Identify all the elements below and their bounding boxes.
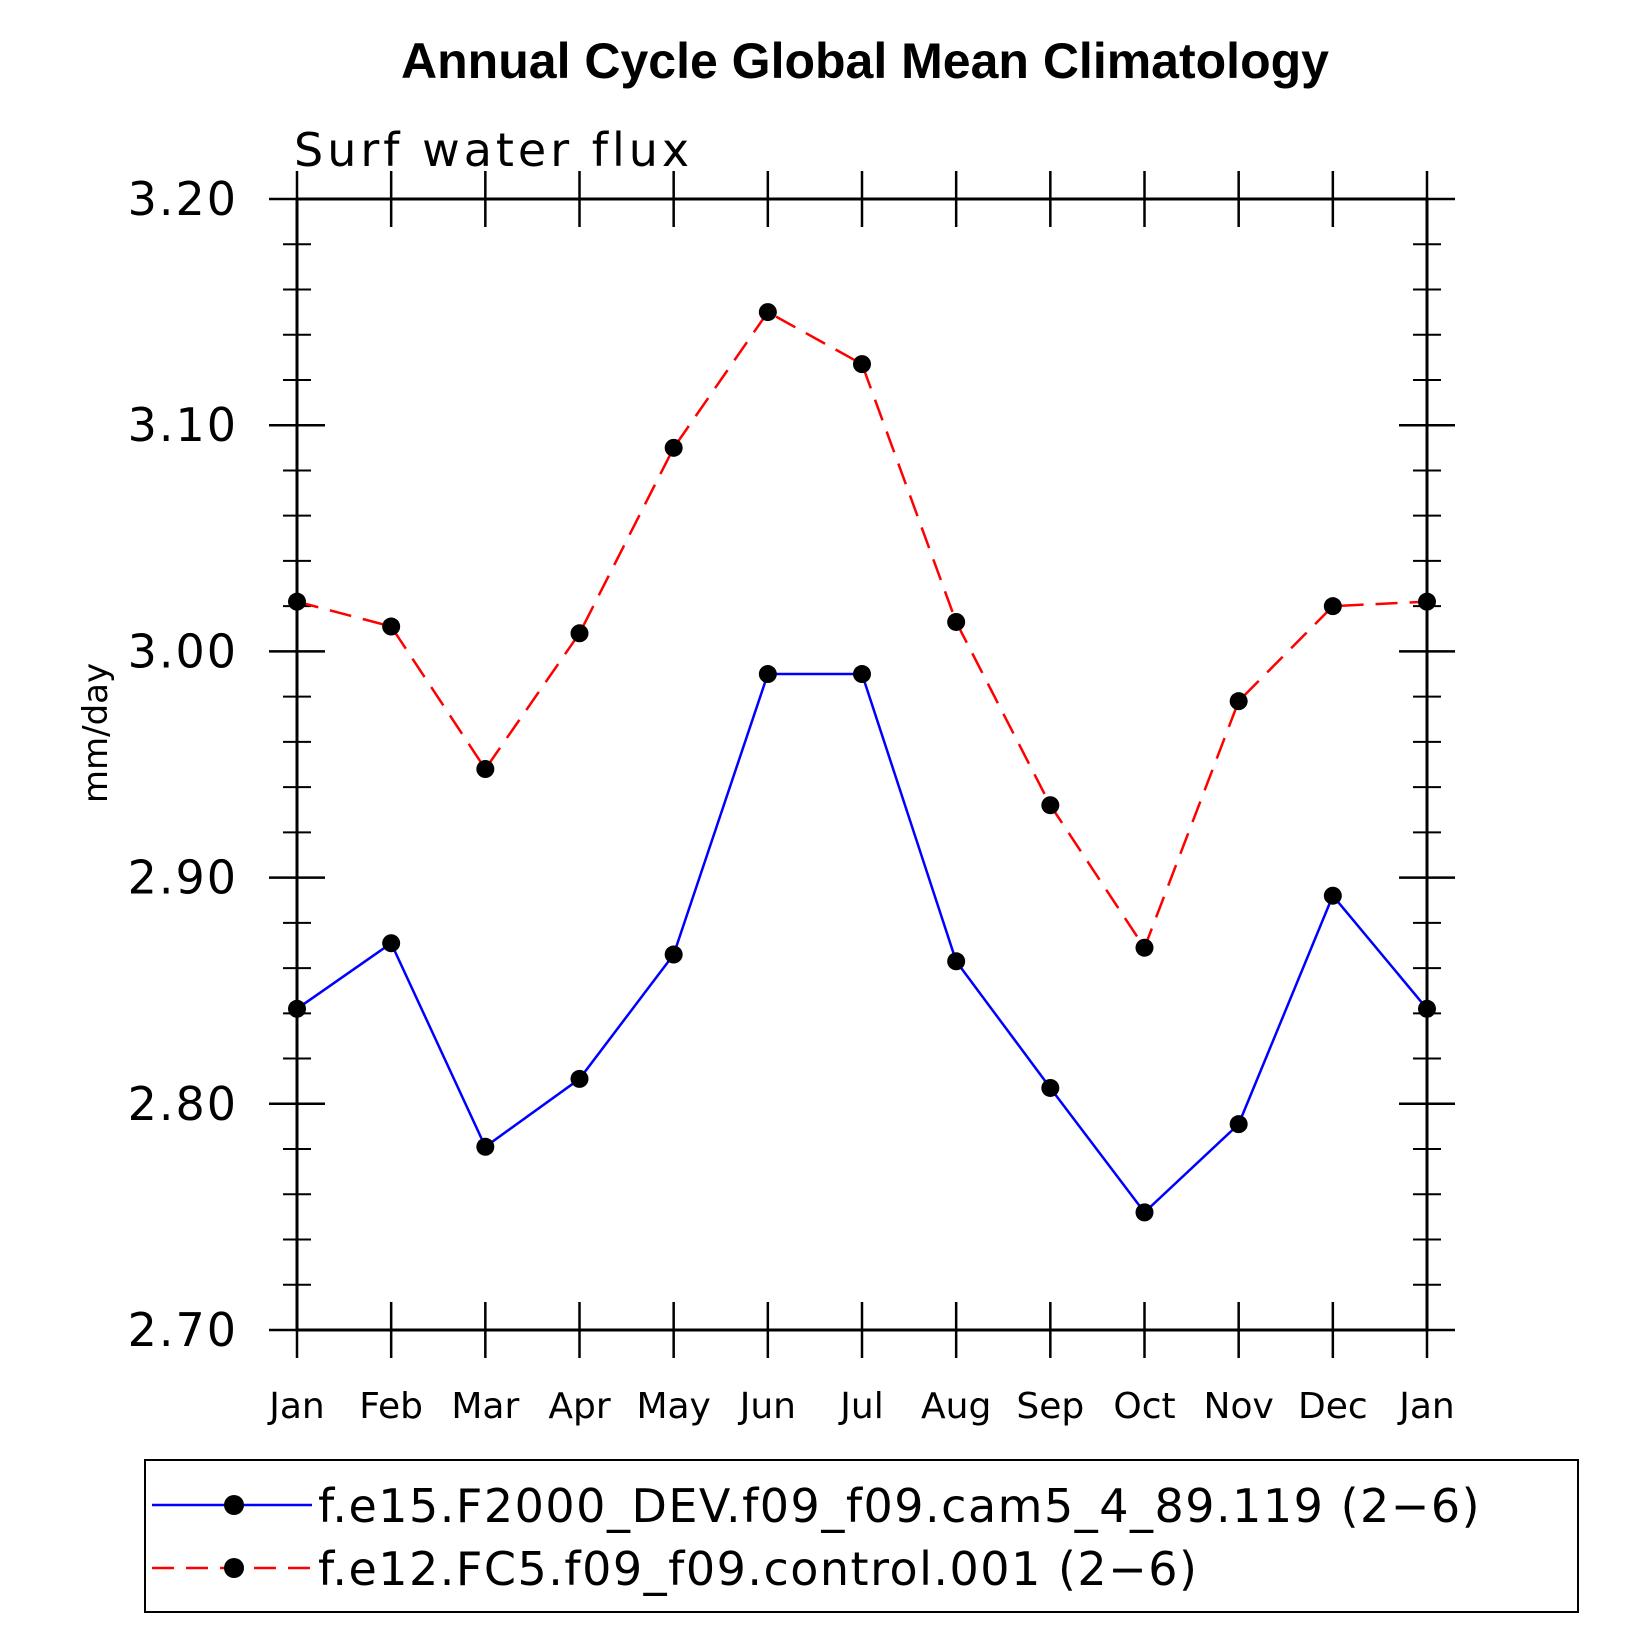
y-tick-label: 2.70 bbox=[128, 1303, 238, 1357]
data-point bbox=[382, 617, 401, 636]
y-tick-label: 2.90 bbox=[128, 851, 238, 905]
x-tick-label: May bbox=[636, 1386, 710, 1427]
data-point bbox=[853, 665, 871, 684]
x-tick-label: Jun bbox=[738, 1386, 796, 1427]
legend-marker-1 bbox=[224, 1495, 244, 1515]
data-point bbox=[1041, 796, 1060, 815]
legend-label-1: f.e15.F2000_DEV.f09_f09.cam5_4_89.119 (2… bbox=[318, 1479, 1481, 1533]
data-point bbox=[947, 612, 966, 631]
y-axis-label: mm/day bbox=[76, 663, 116, 803]
data-point bbox=[1135, 938, 1154, 957]
data-point bbox=[1323, 597, 1342, 616]
legend-marker-2 bbox=[224, 1558, 244, 1578]
x-tick-label: Sep bbox=[1016, 1386, 1084, 1427]
series-line-1 bbox=[296, 672, 1428, 1215]
chart-title: Annual Cycle Global Mean Climatology bbox=[401, 33, 1329, 89]
data-point bbox=[1229, 692, 1248, 711]
x-tick-labels: Jan Feb Mar Apr May Jun Jul Aug Sep Oct Nov Dec Jan bbox=[267, 1386, 1455, 1427]
data-point bbox=[476, 760, 495, 779]
data-point bbox=[758, 665, 777, 684]
data-point bbox=[947, 952, 966, 971]
data-point bbox=[382, 934, 401, 953]
x-tick-label: Jul bbox=[838, 1386, 883, 1427]
y-tick-label: 2.80 bbox=[128, 1077, 238, 1131]
x-tick-label: Feb bbox=[359, 1386, 423, 1427]
data-point bbox=[1323, 886, 1342, 905]
plot-frame bbox=[295, 197, 1429, 1332]
data-point bbox=[853, 355, 871, 374]
series-layer bbox=[288, 303, 1436, 1222]
x-tick-label: Mar bbox=[451, 1386, 519, 1427]
data-point bbox=[570, 1069, 589, 1088]
data-point bbox=[1041, 1078, 1060, 1097]
x-tick-label: Jan bbox=[1397, 1386, 1455, 1427]
data-point bbox=[664, 945, 683, 964]
y-tick-label: 3.00 bbox=[128, 624, 238, 678]
x-tick-label: Nov bbox=[1204, 1386, 1274, 1427]
legend-box bbox=[144, 1459, 1579, 1613]
x-tick-label: Apr bbox=[548, 1386, 610, 1427]
legend: f.e15.F2000_DEV.f09_f09.cam5_4_89.119 (2… bbox=[144, 1459, 1579, 1613]
data-point bbox=[664, 438, 683, 457]
x-tick-label: Jan bbox=[267, 1386, 325, 1427]
series-line-2 bbox=[296, 310, 1428, 951]
data-point bbox=[1135, 1203, 1154, 1222]
data-point bbox=[570, 624, 589, 643]
y-tick-label: 3.10 bbox=[128, 398, 238, 452]
y-tick-labels: 3.20 3.10 3.00 2.90 2.80 2.70 bbox=[128, 172, 238, 1357]
chart-subtitle: Surf water flux bbox=[294, 123, 693, 177]
y-tick-label: 3.20 bbox=[128, 172, 238, 226]
data-point bbox=[476, 1137, 495, 1156]
x-tick-label: Aug bbox=[921, 1386, 991, 1427]
legend-label-2: f.e12.FC5.f09_f09.control.001 (2−6) bbox=[318, 1542, 1198, 1596]
axis-ticks bbox=[269, 171, 1455, 1358]
x-tick-label: Dec bbox=[1298, 1386, 1368, 1427]
data-point bbox=[758, 303, 777, 322]
data-point bbox=[1229, 1115, 1248, 1134]
x-tick-label: Oct bbox=[1113, 1386, 1175, 1427]
